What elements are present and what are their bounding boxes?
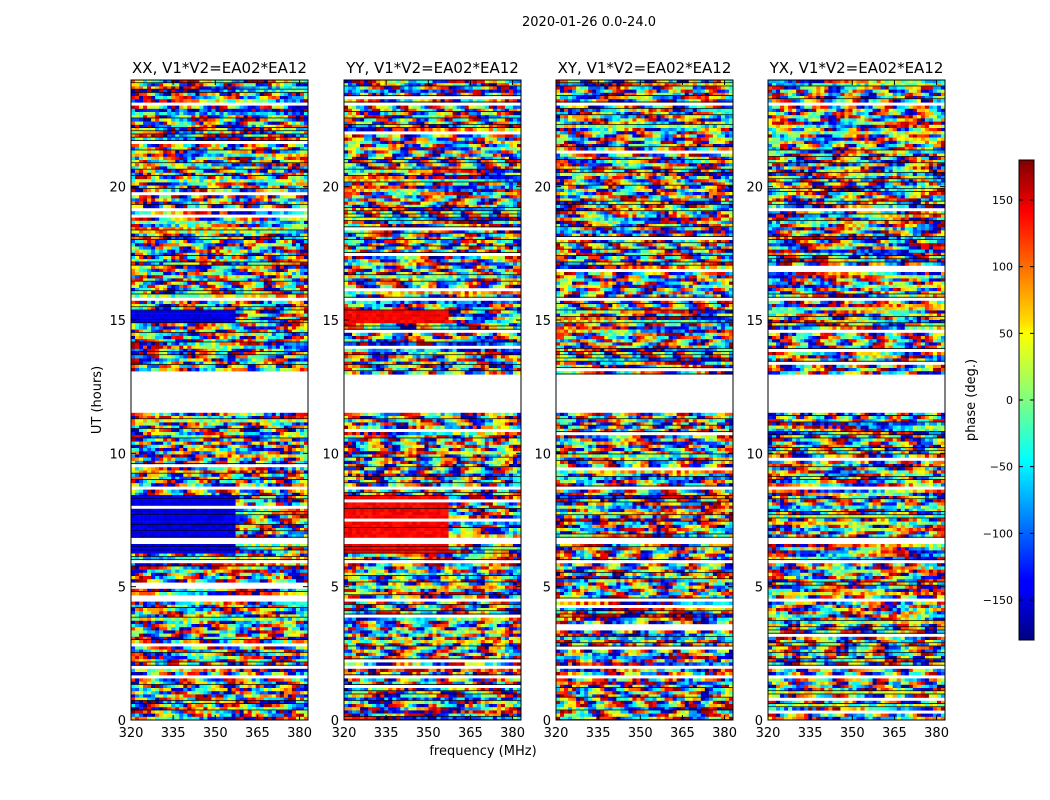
y-tick-label: 10	[746, 447, 763, 462]
y-tick-label: 0	[543, 714, 551, 729]
colorbar-label: phase (deg.)	[964, 359, 979, 441]
colorbar-tick-label: 150	[992, 194, 1013, 207]
panel-yx: YX, V1*V2=EA02*EA12 0 5 10 15 20 320 335 350 365 3…	[746, 59, 949, 741]
panel-frame	[343, 79, 522, 721]
y-tick-label: 0	[755, 714, 763, 729]
y-tick-label: 10	[534, 447, 551, 462]
phase-image-xx	[131, 80, 308, 720]
phase-image-xy	[556, 80, 733, 720]
panel-title: YY, V1*V2=EA02*EA12	[345, 59, 519, 77]
colorbar-tick-label: −100	[983, 527, 1013, 540]
panels-group: XX, V1*V2=EA02*EA12 0 5 10 15 20 320 335 350 365 3…	[109, 59, 949, 741]
panel-xx: XX, V1*V2=EA02*EA12 0 5 10 15 20 320 335 350 365 3…	[109, 59, 312, 741]
x-tick-label: 335	[798, 726, 823, 741]
colorbar-tick-label: −150	[983, 594, 1013, 607]
x-tick-label: 350	[840, 726, 865, 741]
y-tick-label: 5	[755, 581, 763, 596]
x-tick-label: 320	[119, 726, 144, 741]
x-tick-label: 320	[544, 726, 569, 741]
panel-title: XX, V1*V2=EA02*EA12	[132, 59, 307, 77]
y-tick-label: 15	[534, 314, 551, 329]
panel-yy: YY, V1*V2=EA02*EA12 0 5 10 15 20 320 335 350 365 3…	[322, 59, 525, 741]
y-tick-label: 5	[118, 581, 126, 596]
panel-frame	[767, 79, 946, 721]
y-tick-label: 20	[322, 181, 339, 196]
y-tick-label: 10	[322, 447, 339, 462]
colorbar-tick-label: 100	[992, 261, 1013, 274]
y-axis-label: UT (hours)	[90, 366, 105, 434]
x-tick-label: 365	[245, 726, 270, 741]
x-tick-label: 380	[712, 726, 737, 741]
y-tick-label: 15	[109, 314, 126, 329]
y-tick-label: 5	[331, 581, 339, 596]
y-tick-label: 0	[118, 714, 126, 729]
y-tick-label: 20	[109, 181, 126, 196]
x-tick-label: 350	[416, 726, 441, 741]
x-tick-label: 365	[458, 726, 483, 741]
y-tick-label: 20	[746, 181, 763, 196]
y-tick-label: 15	[746, 314, 763, 329]
y-tick-label: 10	[109, 447, 126, 462]
panel-title: YX, V1*V2=EA02*EA12	[769, 59, 944, 77]
colorbar-ticks: −150 −100 −50 0 50 100 150	[983, 194, 1034, 607]
x-tick-label: 335	[161, 726, 186, 741]
x-tick-label: 365	[670, 726, 695, 741]
x-tick-label: 350	[628, 726, 653, 741]
colorbar: −150 −100 −50 0 50 100 150 phase (deg.)	[964, 159, 1035, 641]
y-tick-label: 5	[543, 581, 551, 596]
x-tick-label: 350	[203, 726, 228, 741]
colorbar-tick-label: 50	[999, 327, 1013, 340]
x-tick-label: 380	[500, 726, 525, 741]
x-tick-label: 335	[374, 726, 399, 741]
colorbar-tick-label: −50	[990, 461, 1013, 474]
y-tick-label: 20	[534, 181, 551, 196]
x-tick-label: 365	[882, 726, 907, 741]
phase-image-yx	[768, 80, 945, 720]
x-tick-label: 380	[924, 726, 949, 741]
panel-title: XY, V1*V2=EA02*EA12	[558, 59, 732, 77]
panel-frame	[555, 79, 734, 721]
x-axis-label: frequency (MHz)	[429, 744, 536, 759]
y-tick-label: 15	[322, 314, 339, 329]
colorbar-tick-label: 0	[1006, 394, 1013, 407]
y-tick-label: 0	[331, 714, 339, 729]
panel-frame	[130, 79, 309, 721]
x-tick-label: 335	[586, 726, 611, 741]
x-tick-label: 320	[332, 726, 357, 741]
x-tick-label: 380	[287, 726, 312, 741]
panel-xy: XY, V1*V2=EA02*EA12 0 5 10 15 20 320 335 350 365 3…	[534, 59, 737, 741]
x-tick-label: 320	[756, 726, 781, 741]
phase-image-yy	[344, 80, 521, 720]
figure-suptitle: 2020-01-26 0.0-24.0	[522, 15, 656, 30]
